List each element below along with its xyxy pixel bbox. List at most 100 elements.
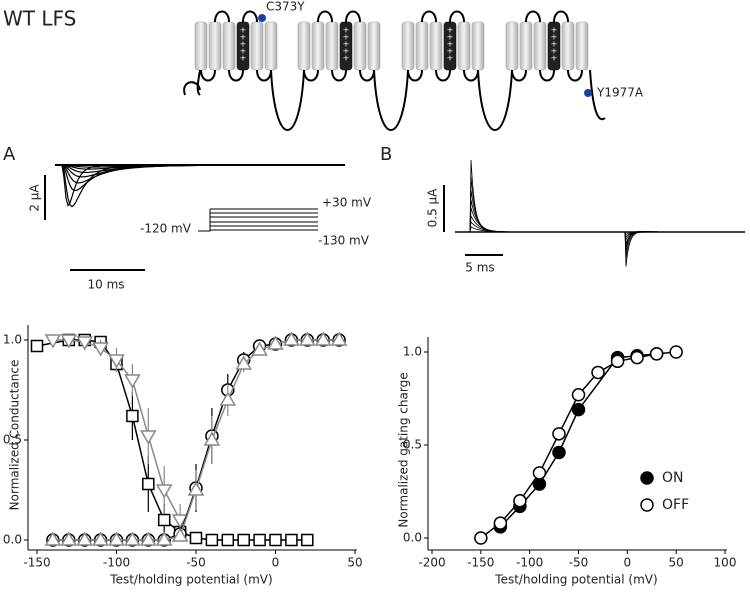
x-tick-label: 0 (624, 556, 632, 570)
voltage-protocol (198, 208, 318, 232)
x-axis-label: Test/holding potential (mV) (494, 573, 657, 587)
charge: + (343, 33, 350, 42)
marker (571, 388, 586, 402)
current-trace (61, 164, 343, 168)
marker (552, 427, 566, 441)
helix (311, 21, 325, 71)
legend-marker (640, 471, 654, 485)
scale-label: 10 ms (87, 278, 124, 292)
helix (325, 21, 339, 71)
charge: + (551, 54, 558, 63)
marker (235, 355, 253, 370)
y-tick-label: 0.0 (403, 531, 422, 545)
legend-marker (640, 498, 654, 512)
y-axis-label: Normalized Conductance (8, 360, 22, 511)
helix (222, 21, 236, 71)
charge: + (447, 40, 454, 49)
helix (297, 21, 311, 71)
marker (203, 431, 221, 446)
marker (298, 331, 316, 346)
marker (60, 531, 78, 546)
marker (92, 342, 109, 357)
channel-loops (183, 10, 606, 131)
y-tick-label: 1.0 (3, 333, 22, 347)
y-tick-label: 0.5 (403, 438, 422, 452)
helix (367, 21, 381, 71)
marker (253, 533, 266, 547)
marker (139, 430, 157, 445)
helix (505, 21, 519, 71)
charge: + (343, 40, 350, 49)
mutation-site (584, 89, 592, 97)
charge: + (551, 33, 558, 42)
panel-label: B (380, 144, 392, 165)
marker (187, 481, 205, 496)
helix (471, 21, 485, 71)
marker (157, 513, 171, 527)
legend-label: OFF (662, 497, 689, 513)
current-trace (61, 164, 343, 184)
marker (237, 533, 250, 547)
x-tick-label: -150 (23, 556, 50, 570)
x-tick-label: 50 (347, 556, 362, 570)
marker (189, 531, 203, 545)
y-tick-label: 0.0 (3, 533, 22, 547)
marker (108, 531, 125, 546)
gating-trace (455, 199, 591, 233)
helix (575, 21, 589, 71)
x-tick-label: -50 (186, 556, 206, 570)
protocol-label: +30 mV (322, 196, 372, 210)
helix (415, 21, 429, 71)
series-line (36, 339, 308, 541)
marker (155, 484, 173, 499)
helix (353, 21, 367, 71)
scale-label: 5 ms (465, 261, 494, 275)
marker (283, 331, 300, 346)
marker (330, 331, 348, 346)
gating-trace (455, 226, 591, 233)
marker (92, 531, 109, 546)
gating-trace (455, 176, 591, 233)
marker (171, 514, 189, 529)
marker (60, 334, 78, 349)
protocol-label: -130 mV (318, 234, 370, 248)
charge: + (240, 47, 247, 56)
x-tick-label: 50 (669, 556, 684, 570)
charge: + (240, 26, 247, 35)
marker (301, 533, 314, 547)
charge: + (551, 26, 558, 35)
x-tick-label: -100 (516, 556, 543, 570)
marker (532, 466, 547, 480)
marker (513, 494, 527, 508)
marker (124, 531, 141, 546)
marker (142, 477, 155, 491)
charge: + (447, 33, 454, 42)
marker (571, 402, 586, 417)
mutation-label: Y1977A (596, 86, 644, 100)
helix (519, 21, 533, 71)
marker (630, 350, 644, 365)
marker (139, 531, 157, 546)
charge: + (240, 33, 247, 42)
marker (649, 347, 664, 361)
charge: + (551, 40, 558, 49)
figure-title: WT LFS (3, 7, 76, 31)
x-tick-label: -50 (569, 556, 589, 570)
scale-label: 2 µA (28, 184, 42, 212)
marker (171, 527, 189, 542)
charge: + (343, 47, 350, 56)
x-tick-label: 0 (272, 556, 280, 570)
marker (552, 445, 566, 460)
gating-trace (455, 221, 591, 233)
x-tick-label: -150 (467, 556, 494, 570)
marker (591, 365, 605, 380)
x-axis-label: Test/holding potential (mV) (109, 573, 272, 587)
charge: + (240, 54, 247, 63)
marker (44, 531, 62, 546)
gating-trace (455, 159, 591, 233)
marker (108, 354, 125, 369)
marker (493, 516, 508, 530)
marker (269, 533, 282, 547)
helix (250, 21, 264, 71)
